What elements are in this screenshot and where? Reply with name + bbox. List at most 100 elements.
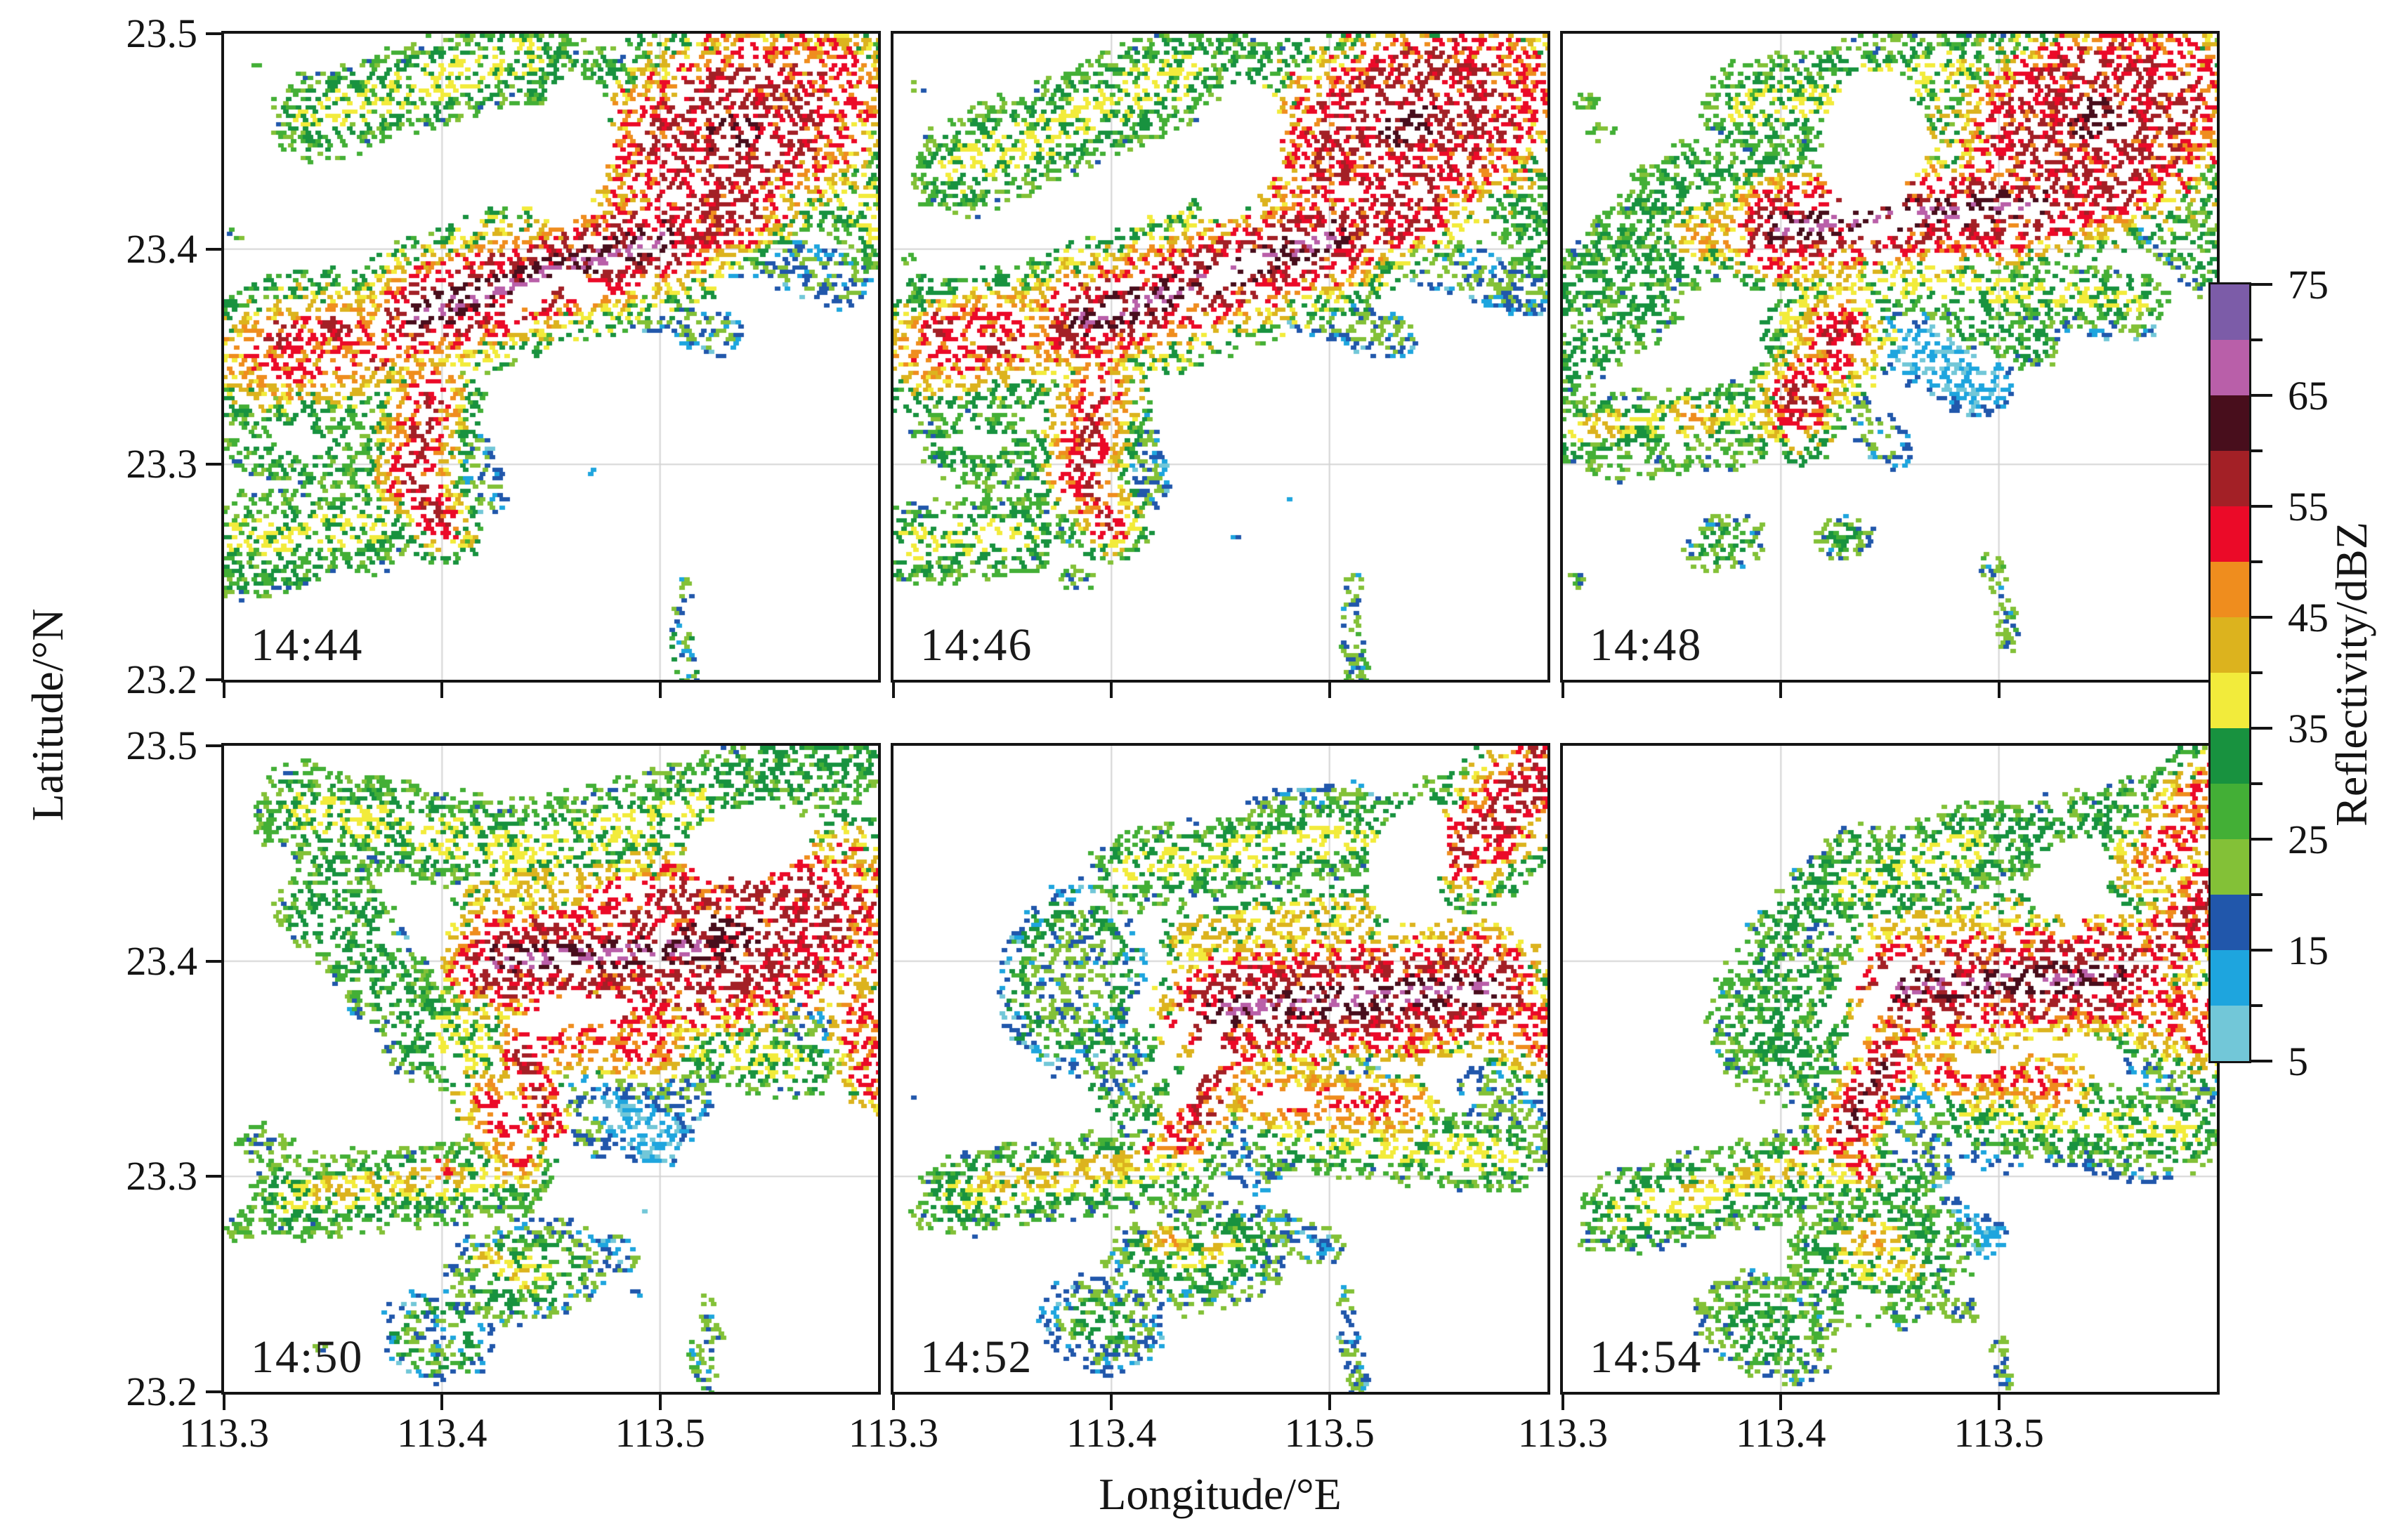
colorbar-tick-label: 75 [2288, 262, 2329, 308]
colorbar-tick-label: 35 [2288, 706, 2329, 751]
reflectivity-canvas [224, 746, 878, 1392]
colorbar-title: Reflectivity/dBZ [2326, 522, 2376, 827]
reflectivity-canvas [893, 34, 1547, 680]
colorbar-major-tick [2251, 949, 2272, 952]
time-label: 14:44 [251, 619, 364, 671]
colorbar-segment-70-75 [2211, 284, 2249, 340]
x-tick-label: 113.4 [397, 1410, 487, 1456]
colorbar-major-tick [2251, 1060, 2272, 1062]
x-tick [658, 1395, 662, 1410]
colorbar-minor-tick [2251, 560, 2263, 563]
y-tick [206, 744, 221, 747]
colorbar-segment-55-60 [2211, 451, 2249, 506]
colorbar-major-tick [2251, 616, 2272, 619]
reflectivity-canvas [893, 746, 1547, 1392]
colorbar-minor-tick [2251, 1004, 2263, 1007]
y-axis-title: Latitude/°N [22, 608, 72, 822]
y-tick [206, 247, 221, 251]
colorbar-tick-label: 15 [2288, 928, 2329, 973]
x-tick [892, 1395, 895, 1410]
y-tick-label: 23.3 [126, 1153, 198, 1199]
colorbar-segment-20-25 [2211, 839, 2249, 895]
x-tick [1779, 1395, 1783, 1410]
x-tick [1328, 1395, 1331, 1410]
colorbar-segment-15-20 [2211, 895, 2249, 950]
radar-panel-1444: 14:44 [221, 31, 881, 683]
y-tick [206, 1175, 221, 1178]
x-tick [223, 683, 225, 698]
colorbar-minor-tick [2251, 449, 2263, 452]
colorbar-major-tick [2251, 727, 2272, 730]
x-tick-label: 113.4 [1736, 1410, 1826, 1456]
colorbar-tick-label: 5 [2288, 1039, 2308, 1084]
colorbar-segment-35-40 [2211, 673, 2249, 728]
x-tick-label: 113.3 [1517, 1410, 1609, 1456]
x-tick [658, 683, 662, 698]
x-tick [1328, 683, 1331, 698]
colorbar-minor-tick [2251, 893, 2263, 896]
x-tick [892, 683, 895, 698]
y-tick [206, 1390, 221, 1393]
colorbar-segment-60-65 [2211, 395, 2249, 451]
x-axis-title: Longitude/°E [1099, 1469, 1342, 1519]
reflectivity-canvas [1563, 34, 2217, 680]
time-label: 14:54 [1590, 1331, 1703, 1383]
x-tick [440, 1395, 444, 1410]
x-tick [1110, 683, 1113, 698]
y-tick-label: 23.5 [126, 723, 198, 768]
reflectivity-canvas [1563, 746, 2217, 1392]
x-tick-label: 113.5 [1953, 1410, 2044, 1456]
colorbar-segment-10-15 [2211, 950, 2249, 1006]
radar-panel-1454: 14:54 [1560, 743, 2220, 1395]
colorbar-segment-50-55 [2211, 506, 2249, 562]
colorbar-segment-30-35 [2211, 728, 2249, 784]
x-tick [1110, 1395, 1113, 1410]
radar-panel-1452: 14:52 [891, 743, 1550, 1395]
radar-panel-1448: 14:48 [1560, 31, 2220, 683]
y-tick-label: 23.4 [126, 937, 198, 984]
x-tick-label: 113.5 [1284, 1410, 1375, 1456]
x-tick [1997, 1395, 2001, 1410]
x-tick [440, 683, 444, 698]
x-tick-label: 113.3 [178, 1410, 270, 1456]
colorbar-major-tick [2251, 838, 2272, 841]
x-tick-label: 113.3 [848, 1410, 939, 1456]
y-tick [206, 959, 221, 963]
x-tick [1561, 683, 1564, 698]
colorbar-major-tick [2251, 394, 2272, 397]
colorbar-tick-label: 45 [2288, 595, 2329, 640]
time-label: 14:50 [251, 1331, 364, 1383]
time-label: 14:52 [920, 1331, 1033, 1383]
colorbar-segment-5-10 [2211, 1006, 2249, 1061]
colorbar-major-tick [2251, 283, 2272, 286]
y-tick-label: 23.4 [126, 225, 198, 272]
x-tick-label: 113.5 [615, 1410, 705, 1456]
colorbar-segment-40-45 [2211, 617, 2249, 673]
x-tick [1997, 683, 2001, 698]
colorbar [2208, 282, 2251, 1063]
time-label: 14:48 [1590, 619, 1703, 671]
colorbar-minor-tick [2251, 782, 2263, 785]
y-tick [206, 32, 221, 35]
x-tick [223, 1395, 225, 1410]
colorbar-minor-tick [2251, 671, 2263, 674]
radar-panel-1450: 14:50 [221, 743, 881, 1395]
y-tick-label: 23.5 [126, 11, 198, 56]
radar-panel-1446: 14:46 [891, 31, 1550, 683]
x-tick [1779, 683, 1783, 698]
colorbar-major-tick [2251, 505, 2272, 508]
time-label: 14:46 [920, 619, 1033, 671]
colorbar-segment-45-50 [2211, 562, 2249, 617]
colorbar-segment-25-30 [2211, 784, 2249, 839]
colorbar-tick-label: 25 [2288, 817, 2329, 862]
colorbar-tick-label: 55 [2288, 484, 2329, 529]
reflectivity-canvas [224, 34, 878, 680]
colorbar-minor-tick [2251, 338, 2263, 341]
colorbar-segment-65-70 [2211, 340, 2249, 395]
y-tick-label: 23.3 [126, 441, 198, 487]
y-tick-label: 23.2 [126, 1369, 198, 1414]
x-tick-label: 113.4 [1066, 1410, 1157, 1456]
y-tick-label: 23.2 [126, 657, 198, 702]
x-tick [1561, 1395, 1564, 1410]
